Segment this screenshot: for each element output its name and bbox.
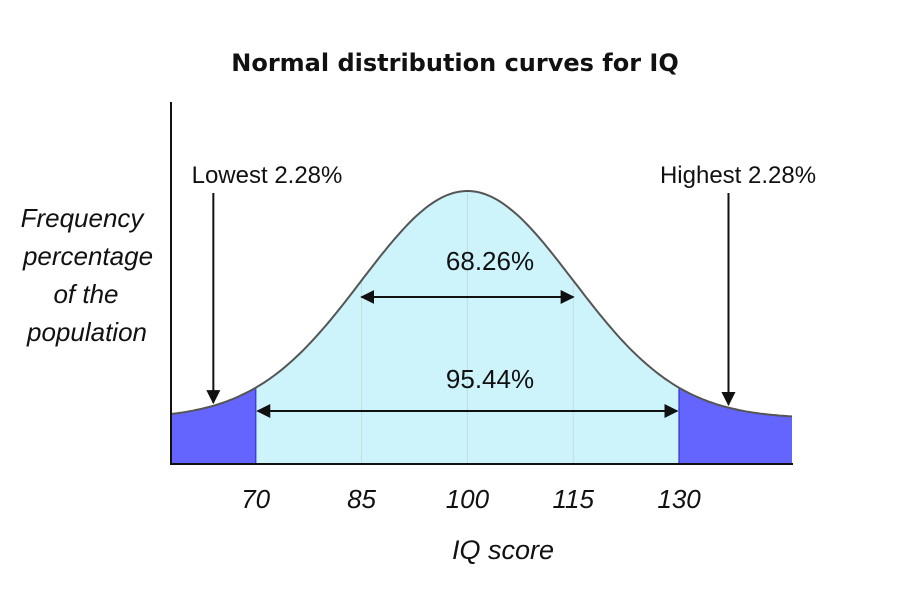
- y-axis-label-line: percentage: [22, 241, 153, 271]
- highest-tail-label: Highest 2.28%: [660, 162, 816, 189]
- x-axis-label: IQ score: [452, 535, 554, 565]
- x-tick-label: 85: [347, 484, 376, 514]
- one-sd-percentage-label: 68.26%: [446, 246, 534, 276]
- chart-title: Normal distribution curves for IQ: [231, 49, 678, 77]
- lowest-tail-label: Lowest 2.28%: [192, 162, 343, 189]
- two-sd-percentage-label: 95.44%: [446, 364, 534, 394]
- gridlines: [361, 191, 574, 464]
- region-lower-tail: [171, 387, 256, 464]
- x-tick-label: 70: [241, 484, 270, 514]
- y-axis-label-line: of the: [53, 279, 118, 309]
- plot-area: [171, 191, 792, 464]
- x-tick-label: 115: [553, 484, 595, 514]
- region-upper-tail: [679, 387, 792, 464]
- x-tick-labels: 70 85 100 115 130: [241, 484, 701, 514]
- x-tick-label: 130: [657, 484, 701, 514]
- x-tick-label: 100: [446, 484, 490, 514]
- distribution-curve: [170, 190, 793, 418]
- y-axis-label: Frequency percentage of the population: [21, 203, 153, 347]
- y-axis-label-line: Frequency: [21, 203, 146, 233]
- y-axis-label-line: population: [26, 317, 147, 347]
